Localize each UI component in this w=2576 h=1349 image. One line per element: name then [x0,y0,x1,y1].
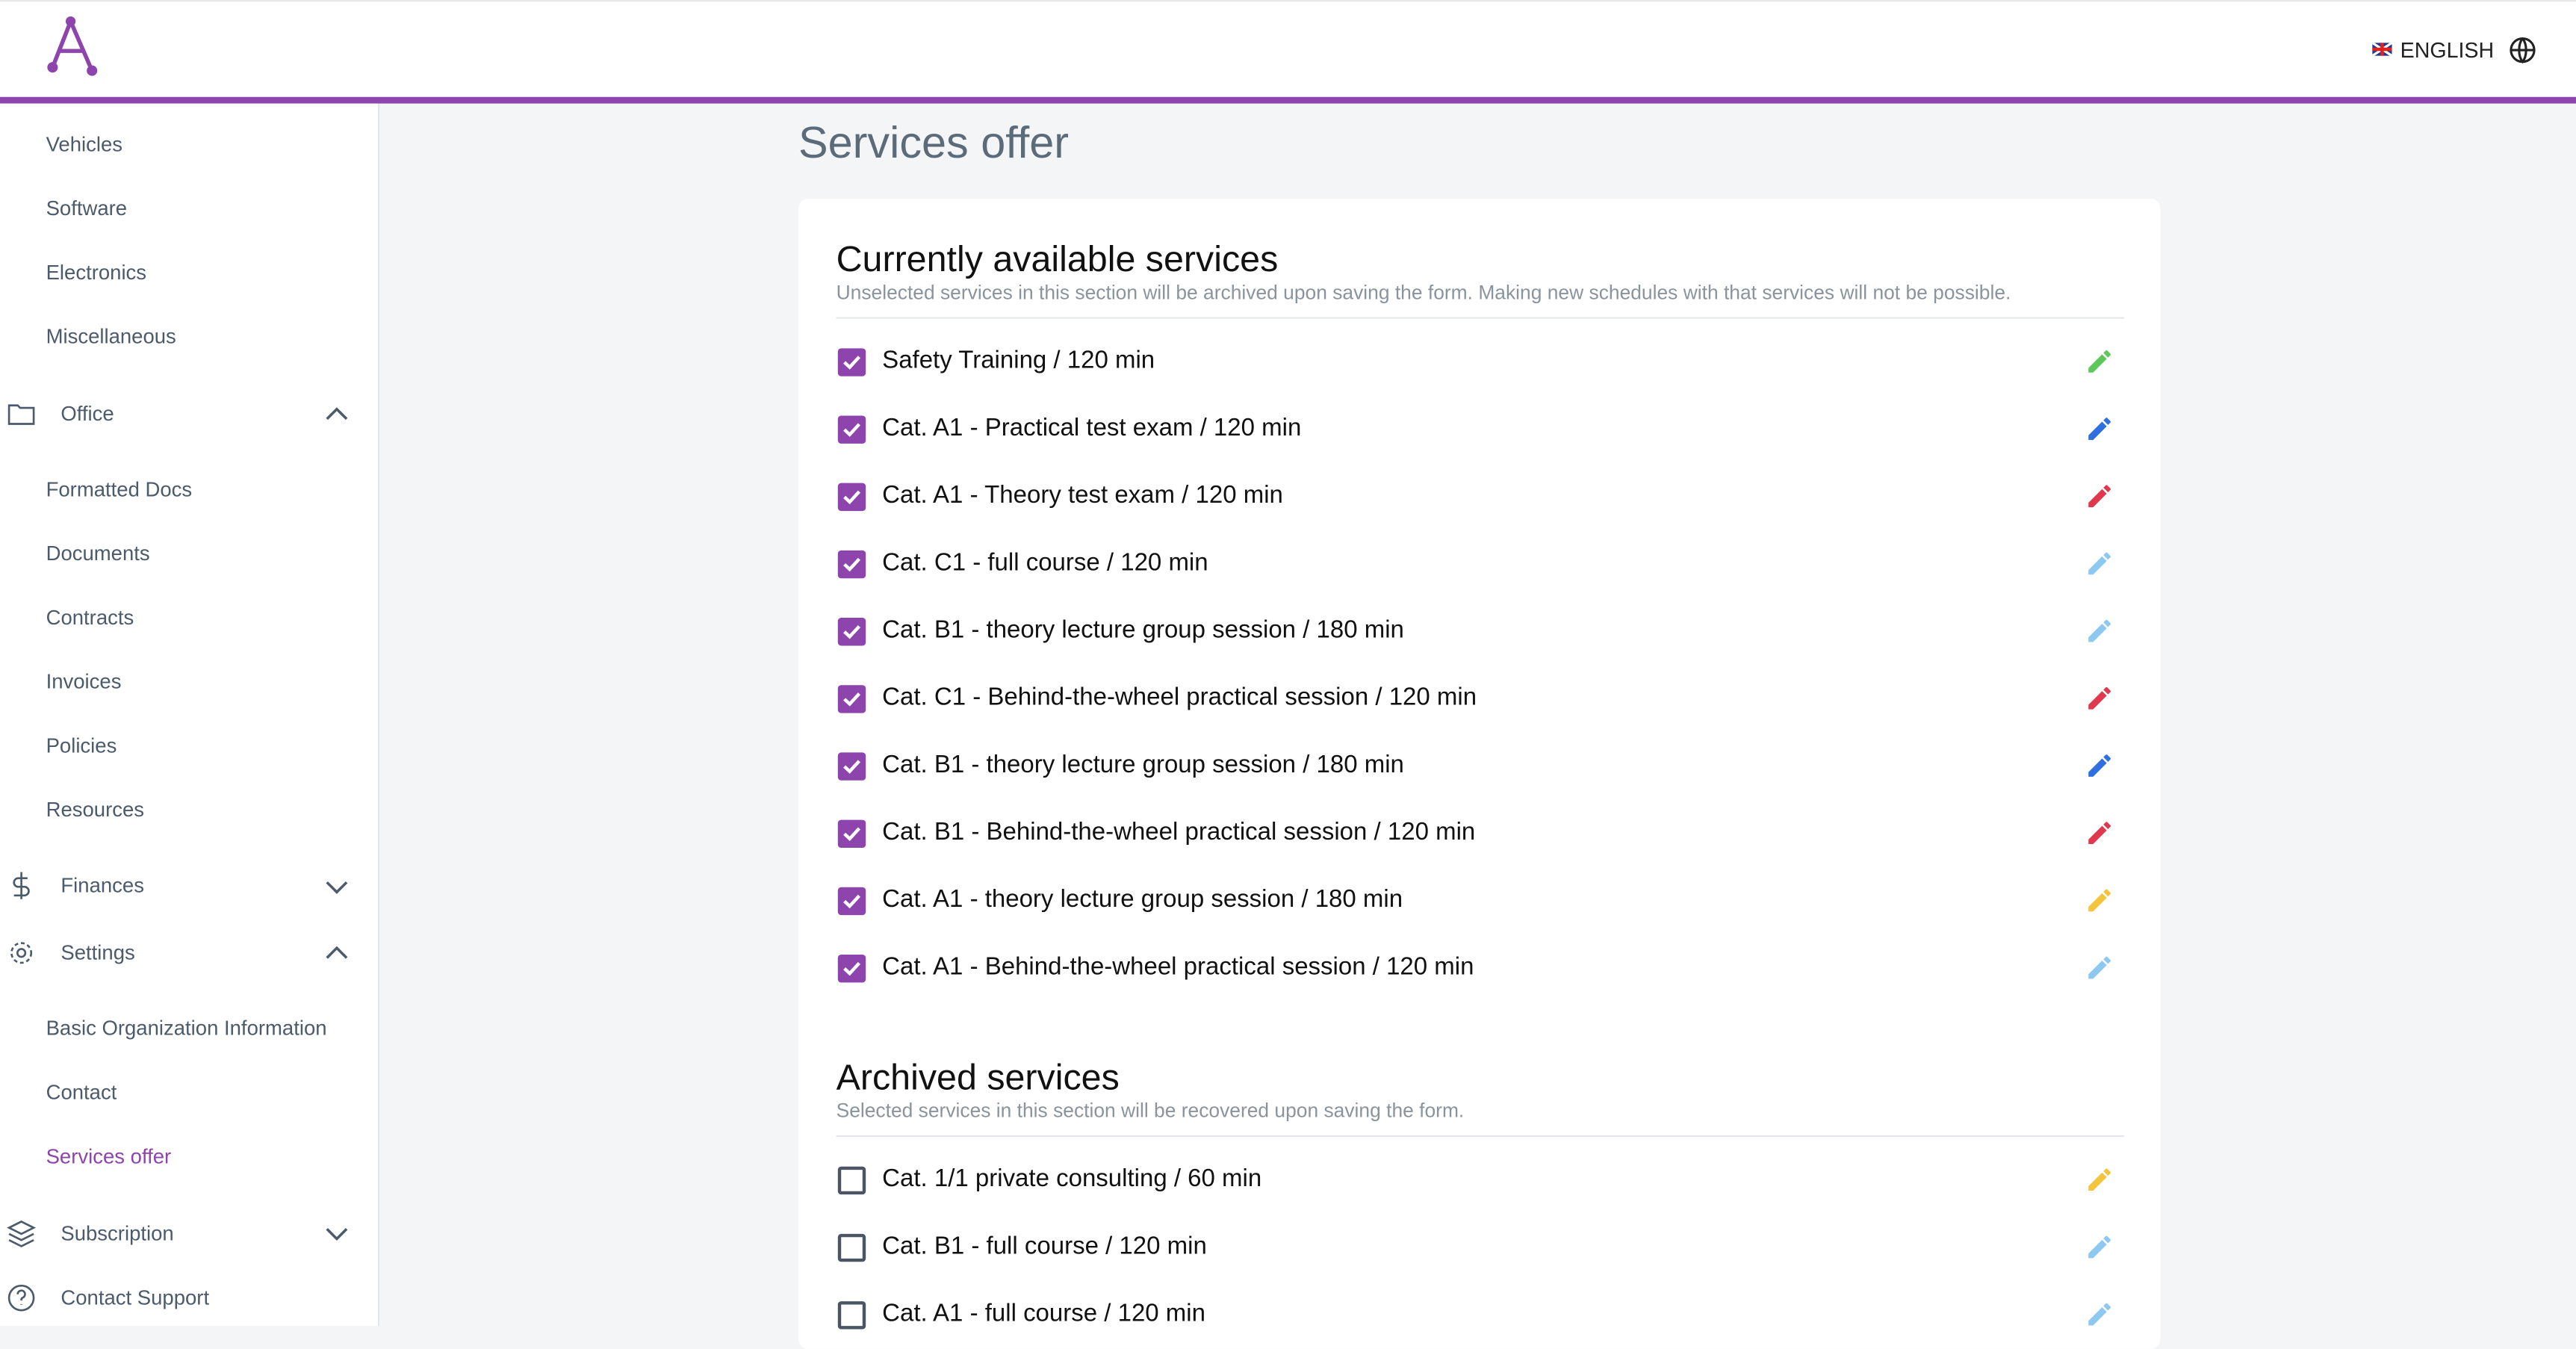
section-title: Currently available services [836,238,1279,279]
section-title: Archived services [836,1056,1120,1098]
service-label: Cat. B1 - theory lecture group session /… [882,615,1404,645]
service-row: Cat. B1 - full course / 120 min [837,1229,2124,1268]
service-label: Cat. B1 - theory lecture group session /… [882,751,1404,779]
language[interactable]: ENGLISH [2400,37,2495,63]
edit-button[interactable] [2085,414,2114,452]
edit-button[interactable] [2085,616,2114,654]
checkbox[interactable] [837,819,866,848]
chevron-down[interactable] [326,875,349,899]
checkbox[interactable] [837,483,866,512]
edit-button[interactable] [2085,818,2114,856]
service-row: Cat. B1 - theory lecture group session /… [837,748,2124,787]
edit-button[interactable] [2085,953,2114,991]
service-row: Safety Training / 120 min [837,344,2124,383]
nav-link-active[interactable]: Services offer [46,1145,172,1168]
checkbox[interactable] [837,550,866,579]
nav-link[interactable]: Contracts [46,606,134,630]
edit-button[interactable] [2085,481,2114,519]
checkbox[interactable] [837,887,866,916]
section-subtitle: Unselected services in this section will… [836,281,2011,304]
service-row: Cat. B1 - theory lecture group session /… [837,613,2124,652]
service-label: Cat. B1 - Behind-the-wheel practical ses… [882,818,1476,846]
service-row: Cat. C1 - full course / 120 min [837,545,2124,585]
service-row: Cat. A1 - Practical test exam / 120 min [837,411,2124,450]
service-label: Cat. A1 - full course / 120 min [882,1299,1205,1328]
divider [836,317,2125,319]
service-label: Cat. 1/1 private consulting / 60 min [882,1165,1262,1193]
service-label: Cat. A1 - theory lecture group session /… [882,885,1403,914]
section-subtitle: Selected services in this section will b… [836,1099,1465,1123]
dollar-icon [13,872,30,899]
checkbox[interactable] [837,1166,866,1195]
nav-link[interactable]: Resources [46,798,145,822]
service-label: Cat. A1 - Practical test exam / 120 min [882,414,1302,442]
edit-button[interactable] [2085,1232,2114,1271]
checkbox[interactable] [837,348,866,376]
nav-link[interactable]: Documents [46,542,150,565]
checkbox[interactable] [837,954,866,983]
nav-group[interactable]: Settings [60,941,135,965]
nav-link[interactable]: Contact Support [60,1286,210,1310]
service-row: Cat. 1/1 private consulting / 60 min [837,1162,2124,1201]
sidebar: Vehicles Software Electronics Miscellane… [0,103,380,1327]
edit-button[interactable] [2085,549,2114,587]
help-icon [7,1284,35,1312]
nav-link[interactable]: Software [46,196,128,220]
edit-button[interactable] [2085,347,2114,385]
service-row: Cat. A1 - Theory test exam / 120 min [837,478,2124,518]
nav-link[interactable]: Basic Organization Information [46,1017,327,1041]
top-bar: ENGLISH [0,0,2576,97]
edit-button[interactable] [2085,1165,2114,1203]
nav-link[interactable]: Vehicles [46,133,123,156]
service-row: Cat. A1 - Behind-the-wheel practical ses… [837,949,2124,989]
checkbox[interactable] [837,685,866,713]
nav-link[interactable]: Invoices [46,670,122,694]
nav-link[interactable]: Electronics [46,261,147,285]
globe-icon[interactable] [2509,36,2536,64]
layers-icon [7,1220,37,1247]
nav-link[interactable]: Formatted Docs [46,478,193,501]
chevron-up[interactable] [326,941,349,964]
checkbox[interactable] [837,752,866,781]
service-label: Cat. B1 - full course / 120 min [882,1232,1207,1261]
edit-button[interactable] [2085,1300,2114,1338]
checkbox[interactable] [837,618,866,646]
checkbox[interactable] [837,1233,866,1262]
service-label: Cat. A1 - Theory test exam / 120 min [882,481,1283,509]
service-label: Cat. C1 - full course / 120 min [882,548,1208,577]
accent-bar [0,96,2576,104]
service-row: Cat. A1 - theory lecture group session /… [837,882,2124,922]
form-card: Currently available services Unselected s… [798,199,2161,1349]
nav-group[interactable]: Finances [60,874,144,897]
service-label: Cat. A1 - Behind-the-wheel practical ses… [882,952,1474,981]
service-row: Cat. B1 - Behind-the-wheel practical ses… [837,815,2124,855]
edit-button[interactable] [2085,683,2114,722]
service-label: Safety Training / 120 min [882,347,1155,375]
edit-button[interactable] [2085,751,2114,789]
checkbox[interactable] [837,415,866,444]
checkbox[interactable] [837,1301,866,1330]
divider [836,1135,2125,1138]
service-label: Cat. C1 - Behind-the-wheel practical ses… [882,683,1477,712]
chevron-up[interactable] [326,403,349,426]
nav-link[interactable]: Miscellaneous [46,325,176,349]
flag-icon [2372,43,2392,56]
folder-icon [7,404,35,425]
page-title: Services offer [798,118,1070,168]
nav-group[interactable]: Office [60,402,114,426]
logo[interactable] [43,15,102,81]
service-row: Cat. A1 - full course / 120 min [837,1296,2124,1336]
service-row: Cat. C1 - Behind-the-wheel practical ses… [837,680,2124,720]
nav-group[interactable]: Subscription [60,1222,174,1246]
edit-button[interactable] [2085,886,2114,924]
nav-link[interactable]: Policies [46,734,117,758]
chevron-down[interactable] [326,1223,349,1246]
gear-icon [10,942,33,964]
nav-link[interactable]: Contact [46,1081,117,1105]
